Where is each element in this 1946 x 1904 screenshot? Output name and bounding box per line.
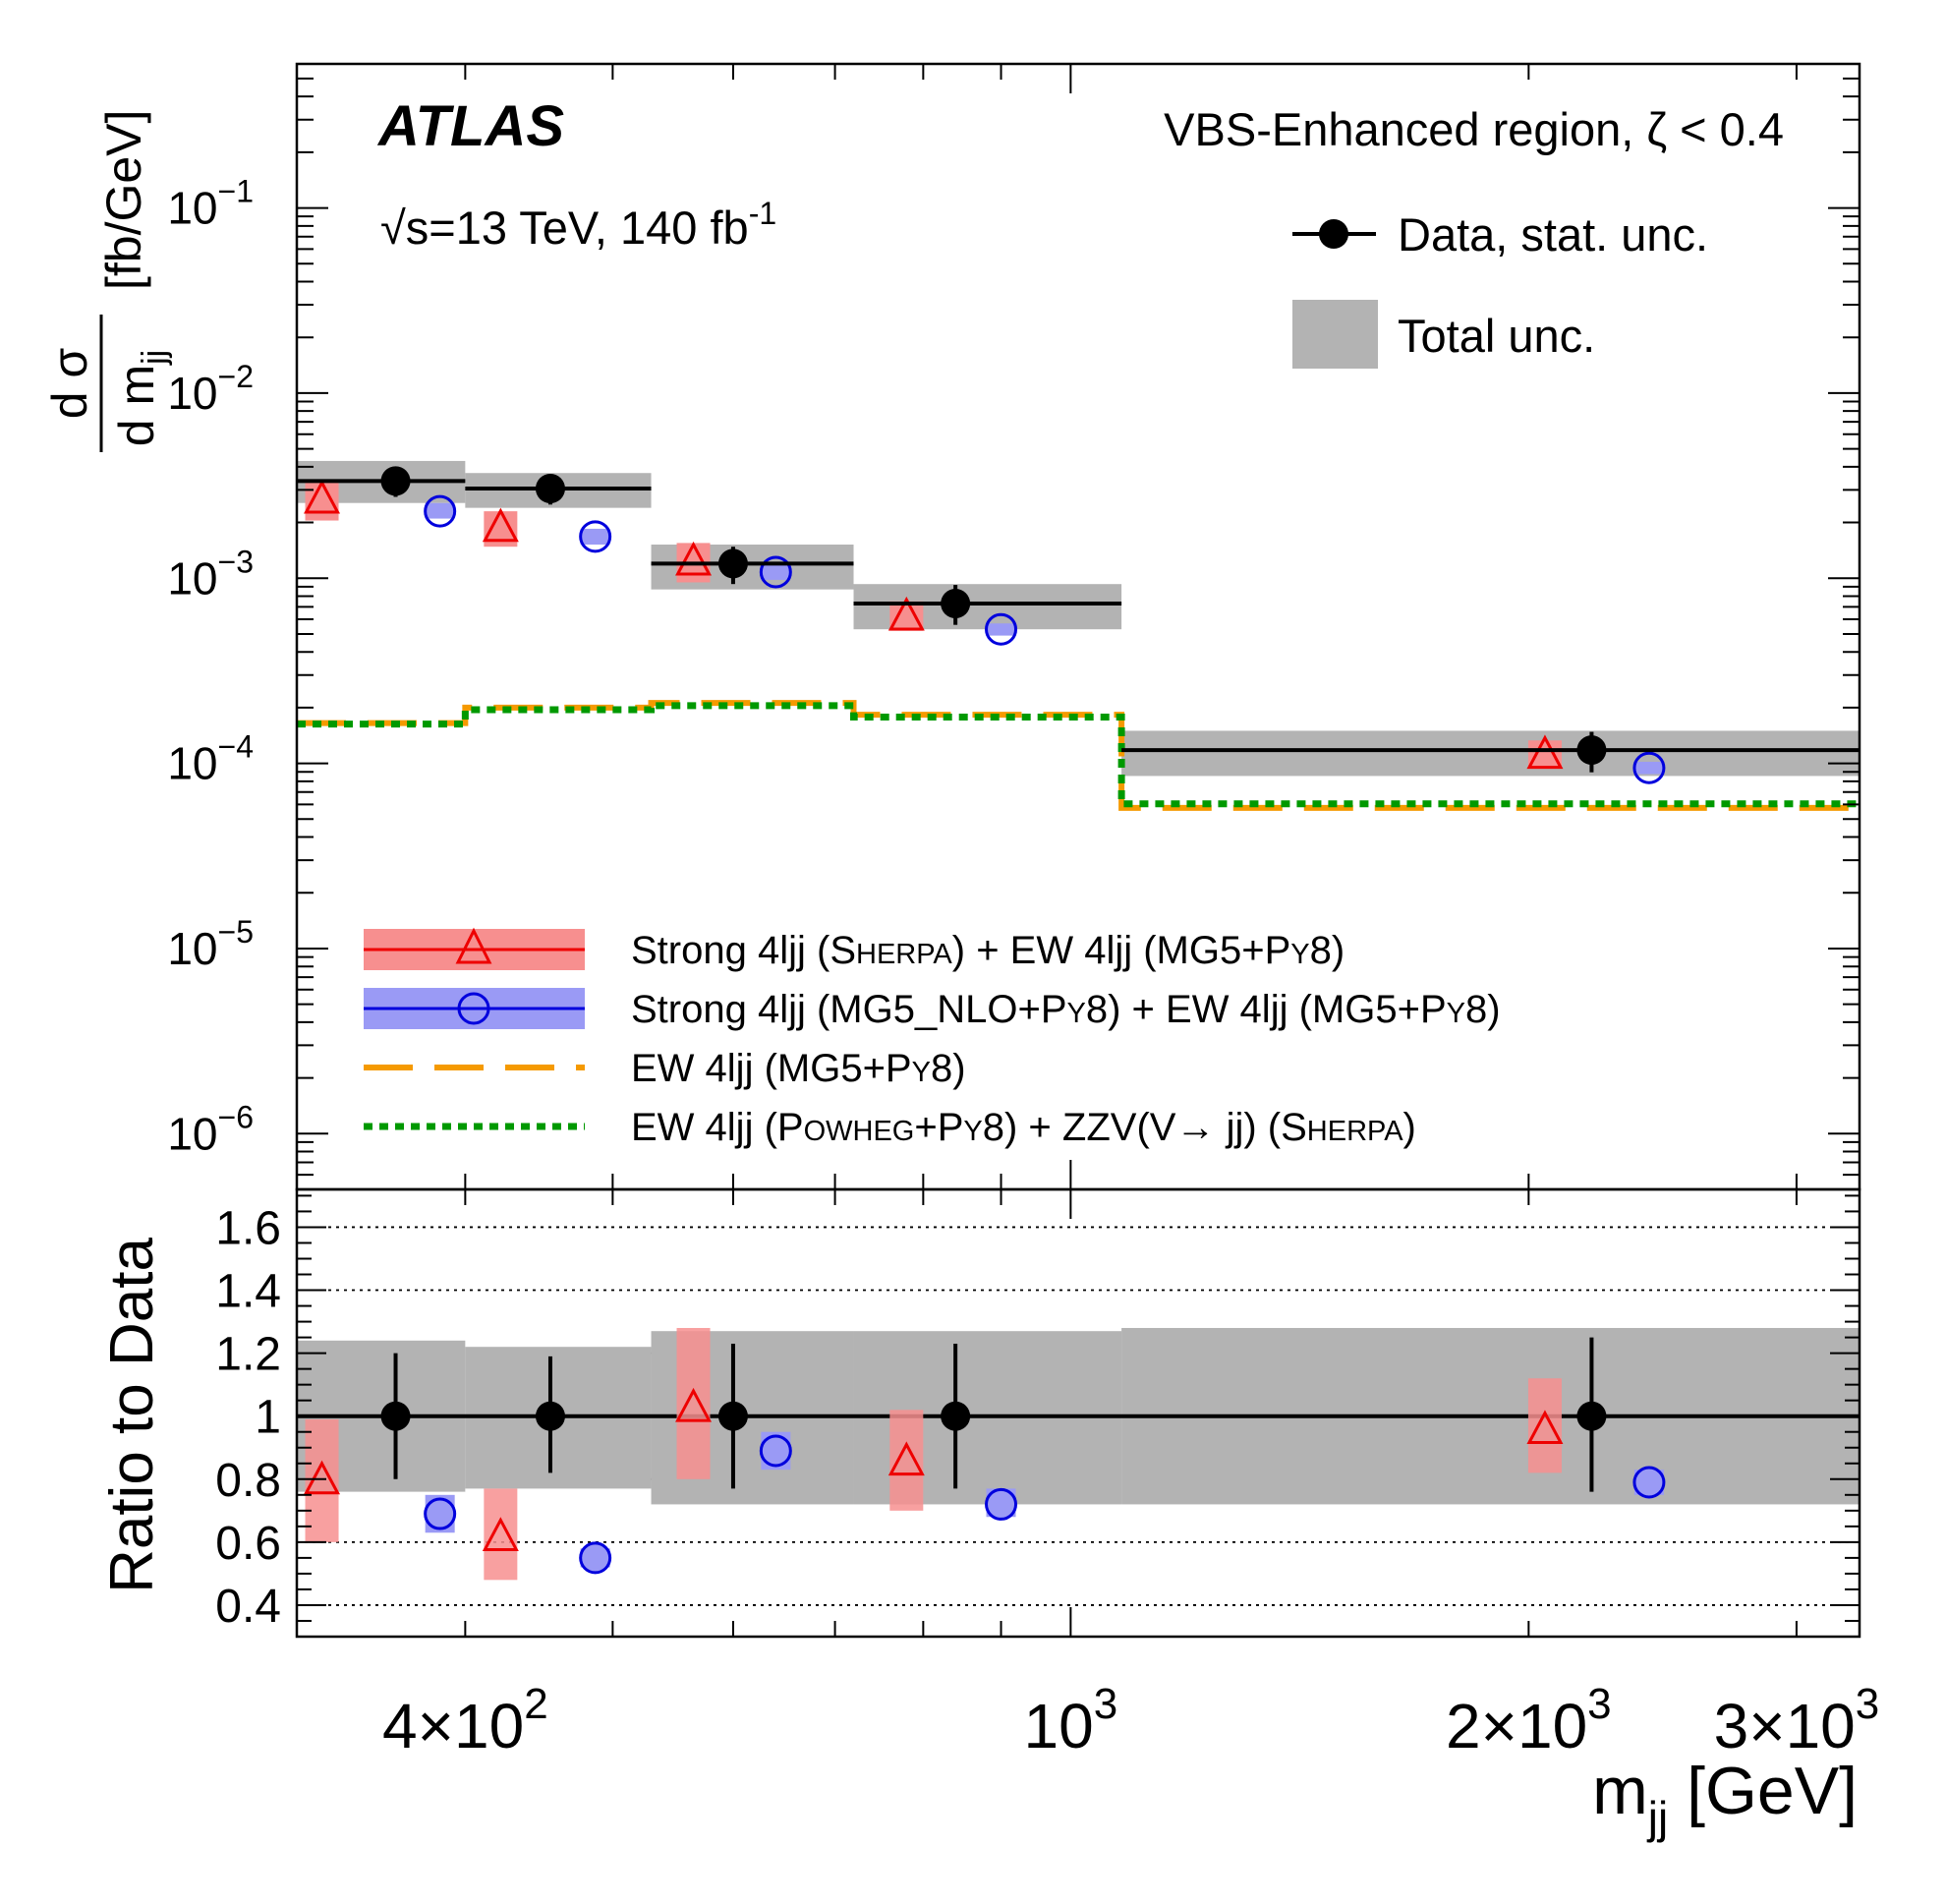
top-y-axis-title: d σ d mjj [fb/GeV] <box>42 110 173 452</box>
data-point <box>717 548 748 579</box>
y-tick-label: 10−5 <box>167 914 254 974</box>
mg5-unc-band <box>986 623 1016 636</box>
legend-data-label: Data, stat. unc. <box>1398 208 1708 260</box>
energy-lumi-label: √s=13 TeV, 140 fb-1 <box>380 196 776 254</box>
mg5-unc-band <box>580 528 610 546</box>
sherpa-unc-band <box>305 482 339 521</box>
x-tick-labels: 4×102 103 2×103 3×103 <box>382 1680 1879 1761</box>
mg5-marker <box>985 612 1018 646</box>
ratio-axis-ticks <box>297 1189 1860 1637</box>
ratio-frame <box>295 1187 1861 1639</box>
total-unc-band <box>1121 730 1860 777</box>
mg5-marker <box>1632 751 1666 784</box>
legend-total-label: Total unc. <box>1398 310 1595 362</box>
ratio-sherpa-marker <box>675 1387 713 1422</box>
legend-mg5-label: Strong 4ljj (MG5_NLO+PY8) + EW 4ljj (MG5… <box>631 988 1501 1031</box>
x-tick-label: 4×102 <box>382 1680 548 1761</box>
top-axis-ticks <box>297 64 1860 1190</box>
region-label: VBS-Enhanced region, ζ < 0.4 <box>1164 103 1784 155</box>
ratio-data-point <box>1576 1401 1607 1431</box>
ratio-mg5-marker <box>759 1434 792 1468</box>
x-tick-label: 103 <box>1024 1680 1118 1761</box>
y-title-unit: [fb/GeV] <box>96 110 151 290</box>
top-y-tick-labels: 10−1 10−2 10−3 10−4 10−5 10−6 <box>167 174 254 1160</box>
mg5-marker <box>424 494 457 528</box>
y-tick-label: 10−1 <box>167 174 254 234</box>
ratio-sherpa-marker <box>1526 1410 1564 1445</box>
sherpa-unc-band <box>889 601 924 631</box>
ratio-mg5-marker <box>579 1541 612 1575</box>
ratio-sherpa-marker <box>482 1517 519 1551</box>
ratio-data-point <box>717 1401 748 1431</box>
legend-models: Strong 4ljj (SHERPA) + EW 4ljj (MG5+PY8)… <box>364 927 1501 1149</box>
data-point <box>1576 735 1607 766</box>
ratio-y-tick-label: 0.4 <box>215 1581 281 1633</box>
ratio-y-tick-label: 1.2 <box>215 1329 281 1381</box>
legend-sherpa-marker <box>455 927 492 964</box>
ratio-sherpa-band <box>305 1418 339 1542</box>
cross-section-panel: 10−1 10−2 10−3 10−4 10−5 10−6 ATLAS √s=13 TeV… <box>42 62 1861 1191</box>
ratio-y-tick-label: 1 <box>255 1392 281 1444</box>
mg5-unc-band <box>425 502 455 519</box>
ew-powheg-histogram <box>297 702 1860 808</box>
y-title-denominator: d mjj <box>109 350 173 446</box>
sherpa-marker <box>675 541 713 576</box>
y-tick-label: 10−4 <box>167 729 254 789</box>
y-tick-label: 10−6 <box>167 1099 254 1159</box>
sherpa-marker <box>304 479 341 514</box>
ratio-mg5-marker <box>1632 1466 1666 1499</box>
ratio-y-tick-labels: 1.6 1.4 1.2 1 0.8 0.6 0.4 <box>215 1202 281 1633</box>
mg5-unc-band <box>761 564 791 580</box>
ratio-y-axis-title: Ratio to Data <box>98 1238 166 1593</box>
sherpa-marker <box>887 596 925 631</box>
ratio-mg5-marker <box>424 1497 457 1530</box>
ratio-plot-content <box>297 1226 1860 1606</box>
ratio-sherpa-band <box>676 1327 711 1479</box>
ratio-y-tick-label: 0.6 <box>215 1518 281 1570</box>
data-point <box>535 474 565 504</box>
ratio-sherpa-band <box>484 1488 518 1581</box>
top-plot-content <box>297 460 1860 811</box>
ratio-y-tick-label: 0.8 <box>215 1455 281 1507</box>
ratio-y-tick-label: 1.6 <box>215 1202 281 1254</box>
y-title-numerator: d σ <box>42 348 97 420</box>
mg5-marker <box>579 520 612 553</box>
x-tick-label: 2×103 <box>1446 1680 1612 1761</box>
data-point <box>380 466 411 496</box>
x-axis-title: mjj [GeV] <box>1592 1754 1858 1843</box>
legend-mg5-marker <box>457 992 490 1025</box>
ratio-sherpa-band <box>1527 1378 1562 1473</box>
mg5-marker <box>759 555 792 589</box>
sherpa-marker <box>1526 734 1564 770</box>
legend-upper: Data, stat. unc. Total unc. <box>1292 208 1708 369</box>
ratio-sherpa-marker <box>887 1441 925 1476</box>
ratio-panel: 1.6 1.4 1.2 1 0.8 0.6 0.4 Ratio to Data <box>98 1187 1861 1639</box>
data-point <box>941 589 971 619</box>
y-tick-label: 10−3 <box>167 544 254 604</box>
legend-ew-label: EW 4ljj (MG5+PY8) <box>631 1047 966 1090</box>
atlas-label: ATLAS <box>376 94 564 158</box>
ratio-data-point <box>941 1401 971 1431</box>
ratio-mg5-marker <box>985 1487 1018 1521</box>
mg5-unc-band <box>1633 761 1664 775</box>
ratio-sherpa-band <box>889 1410 924 1511</box>
ratio-data-point <box>535 1401 565 1431</box>
legend-powheg-label: EW 4ljj (POWHEG+PY8) + ZZV(V→ jj) (SHERP… <box>631 1106 1416 1149</box>
y-tick-label: 10−2 <box>167 359 254 419</box>
legend-data-marker <box>1319 219 1348 249</box>
legend-sherpa-label: Strong 4ljj (SHERPA) + EW 4ljj (MG5+PY8) <box>631 929 1345 972</box>
sherpa-marker <box>482 507 519 543</box>
ratio-data-point <box>380 1401 411 1431</box>
legend-total-swatch <box>1292 300 1378 369</box>
ratio-y-tick-label: 1.4 <box>215 1266 281 1318</box>
x-tick-label: 3×103 <box>1714 1680 1880 1761</box>
sherpa-unc-band <box>1527 740 1562 770</box>
